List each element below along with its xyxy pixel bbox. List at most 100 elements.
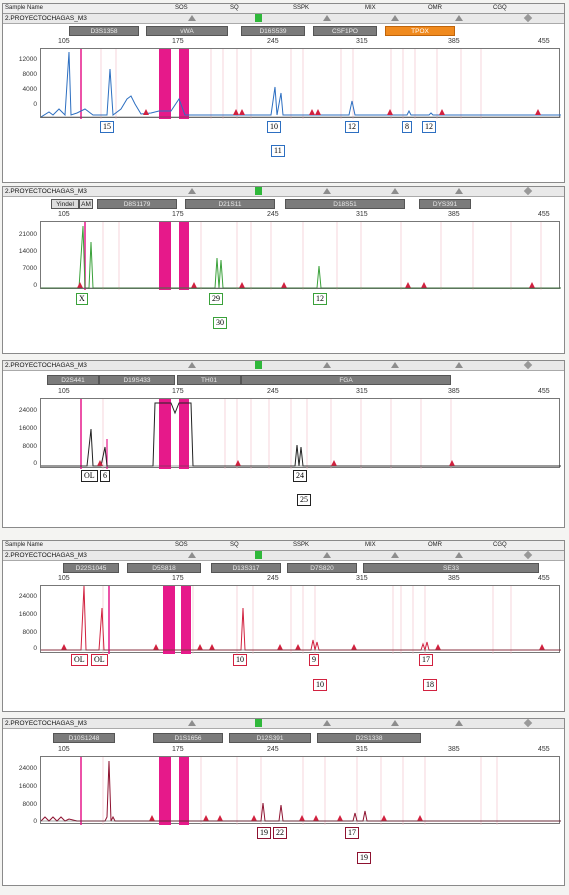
x-tick: 315 <box>356 575 368 582</box>
locus-fga[interactable]: FGA <box>241 375 451 385</box>
allele-call[interactable]: 11 <box>271 145 285 157</box>
allele-call[interactable]: 25 <box>297 494 311 506</box>
sspk-flag-icon <box>323 188 331 194</box>
trace-plot[interactable] <box>40 48 561 119</box>
allele-call[interactable]: 12 <box>422 121 436 133</box>
allele-call[interactable]: OL <box>81 470 98 482</box>
x-tick: 105 <box>58 388 70 395</box>
locus-d2s1338[interactable]: D2S1338 <box>317 733 421 743</box>
sample-row[interactable]: 2.PROYECTOCHAGAS_M3 <box>3 186 564 197</box>
trace-plot[interactable] <box>40 221 561 290</box>
sample-name-header: Sample Name <box>5 542 44 548</box>
magenta-band <box>159 49 171 119</box>
locus-yindel[interactable]: Yindel <box>51 199 79 209</box>
allele-call[interactable]: OL <box>71 654 88 666</box>
locus-th01[interactable]: TH01 <box>177 375 241 385</box>
allele-call[interactable]: 12 <box>345 121 359 133</box>
x-tick: 105 <box>58 746 70 753</box>
omr-header: OMR <box>428 5 442 11</box>
allele-call[interactable]: 30 <box>213 317 227 329</box>
locus-d8s1179[interactable]: D8S1179 <box>97 199 177 209</box>
x-tick: 315 <box>356 38 368 45</box>
y-tick: 24000 <box>18 765 37 772</box>
sample-row[interactable]: 2.PROYECTOCHAGAS_M3 <box>3 360 564 371</box>
allele-call[interactable]: 9 <box>309 654 319 666</box>
sample-row[interactable]: 2.PROYECTOCHAGAS_M3 <box>3 718 564 729</box>
x-tick: 455 <box>538 38 550 45</box>
sos-flag-icon <box>188 720 196 726</box>
x-tick: 175 <box>172 388 184 395</box>
allele-call[interactable]: 22 <box>273 827 287 839</box>
trace-svg <box>41 222 561 290</box>
x-tick: 175 <box>172 575 184 582</box>
y-tick: 0 <box>33 282 37 289</box>
locus-am[interactable]: AM <box>79 199 93 209</box>
trace-plot[interactable] <box>40 756 561 825</box>
allele-call[interactable]: 19 <box>257 827 271 839</box>
sq-pass-icon <box>255 361 262 369</box>
y-tick: 0 <box>33 645 37 652</box>
locus-d13s317[interactable]: D13S317 <box>211 563 281 573</box>
locus-d3s1358[interactable]: D3S1358 <box>69 26 139 36</box>
allele-call[interactable]: 24 <box>293 470 307 482</box>
trace-plot[interactable] <box>40 585 561 654</box>
x-tick: 105 <box>58 211 70 218</box>
sspk-header: SSPK <box>293 542 310 548</box>
sample-row[interactable]: 2.PROYECTOCHAGAS_M3 <box>3 550 564 561</box>
allele-call[interactable]: 12 <box>313 293 327 305</box>
allele-call[interactable]: 18 <box>423 679 437 691</box>
allele-call[interactable]: 8 <box>402 121 412 133</box>
allele-call[interactable]: X <box>76 293 88 305</box>
omr-flag-icon <box>455 720 463 726</box>
sq-header: SQ <box>230 542 239 548</box>
allele-call[interactable]: OL <box>91 654 108 666</box>
sample-title: 2.PROYECTOCHAGAS_M3 <box>5 362 87 369</box>
locus-d12s391[interactable]: D12S391 <box>229 733 311 743</box>
allele-call[interactable]: 10 <box>267 121 281 133</box>
locus-d22s1045[interactable]: D22S1045 <box>63 563 119 573</box>
allele-call[interactable]: 15 <box>100 121 114 133</box>
locus-d19s433[interactable]: D19S433 <box>99 375 175 385</box>
locus-d16s539[interactable]: D16S539 <box>241 26 305 36</box>
locus-tpox[interactable]: TPOX <box>385 26 455 36</box>
x-tick: 175 <box>172 38 184 45</box>
locus-d2s441[interactable]: D2S441 <box>47 375 99 385</box>
sspk-flag-icon <box>323 362 331 368</box>
allele-call[interactable]: 10 <box>233 654 247 666</box>
magenta-band <box>159 399 171 469</box>
electropherogram-panel-2: 2.PROYECTOCHAGAS_M3 Yindel AM D8S1179 D2… <box>2 186 565 354</box>
mix-flag-icon <box>391 552 399 558</box>
allele-call[interactable]: 10 <box>313 679 327 691</box>
column-header-row: Sample Name SOS SQ SSPK MIX OMR CGQ <box>3 541 564 551</box>
locus-dys391[interactable]: DYS391 <box>419 199 471 209</box>
x-axis-ticks: 105 175 245 315 385 455 <box>3 388 566 397</box>
sos-flag-icon <box>188 188 196 194</box>
allele-call[interactable]: 29 <box>209 293 223 305</box>
allele-call[interactable]: 17 <box>419 654 433 666</box>
trace-plot[interactable] <box>40 398 561 469</box>
locus-vwa[interactable]: vWA <box>146 26 228 36</box>
x-tick: 455 <box>538 746 550 753</box>
black-trace <box>41 402 561 467</box>
mix-flag-icon <box>391 15 399 21</box>
column-header-row: Sample Name SOS SQ SSPK MIX OMR CGQ <box>3 4 564 14</box>
trace-svg <box>41 399 561 469</box>
locus-d10s1248[interactable]: D10S1248 <box>53 733 115 743</box>
x-axis-ticks: 105 175 245 315 385 455 <box>3 211 566 220</box>
y-tick: 0 <box>33 101 37 108</box>
mix-flag-icon <box>391 720 399 726</box>
x-tick: 245 <box>267 575 279 582</box>
sample-row[interactable]: 2.PROYECTOCHAGAS_M3 <box>3 13 564 24</box>
locus-d5s818[interactable]: D5S818 <box>127 563 201 573</box>
locus-d21s11[interactable]: D21S11 <box>185 199 275 209</box>
x-axis-ticks: 105 175 245 315 385 455 <box>3 575 566 584</box>
allele-call[interactable]: 17 <box>345 827 359 839</box>
locus-d1s1656[interactable]: D1S1656 <box>153 733 223 743</box>
locus-d7s820[interactable]: D7S820 <box>287 563 357 573</box>
omr-flag-icon <box>455 15 463 21</box>
allele-call[interactable]: 19 <box>357 852 371 864</box>
locus-se33[interactable]: SE33 <box>363 563 539 573</box>
locus-csf1po[interactable]: CSF1PO <box>313 26 377 36</box>
locus-d18s51[interactable]: D18S51 <box>285 199 405 209</box>
allele-call[interactable]: 6 <box>100 470 110 482</box>
